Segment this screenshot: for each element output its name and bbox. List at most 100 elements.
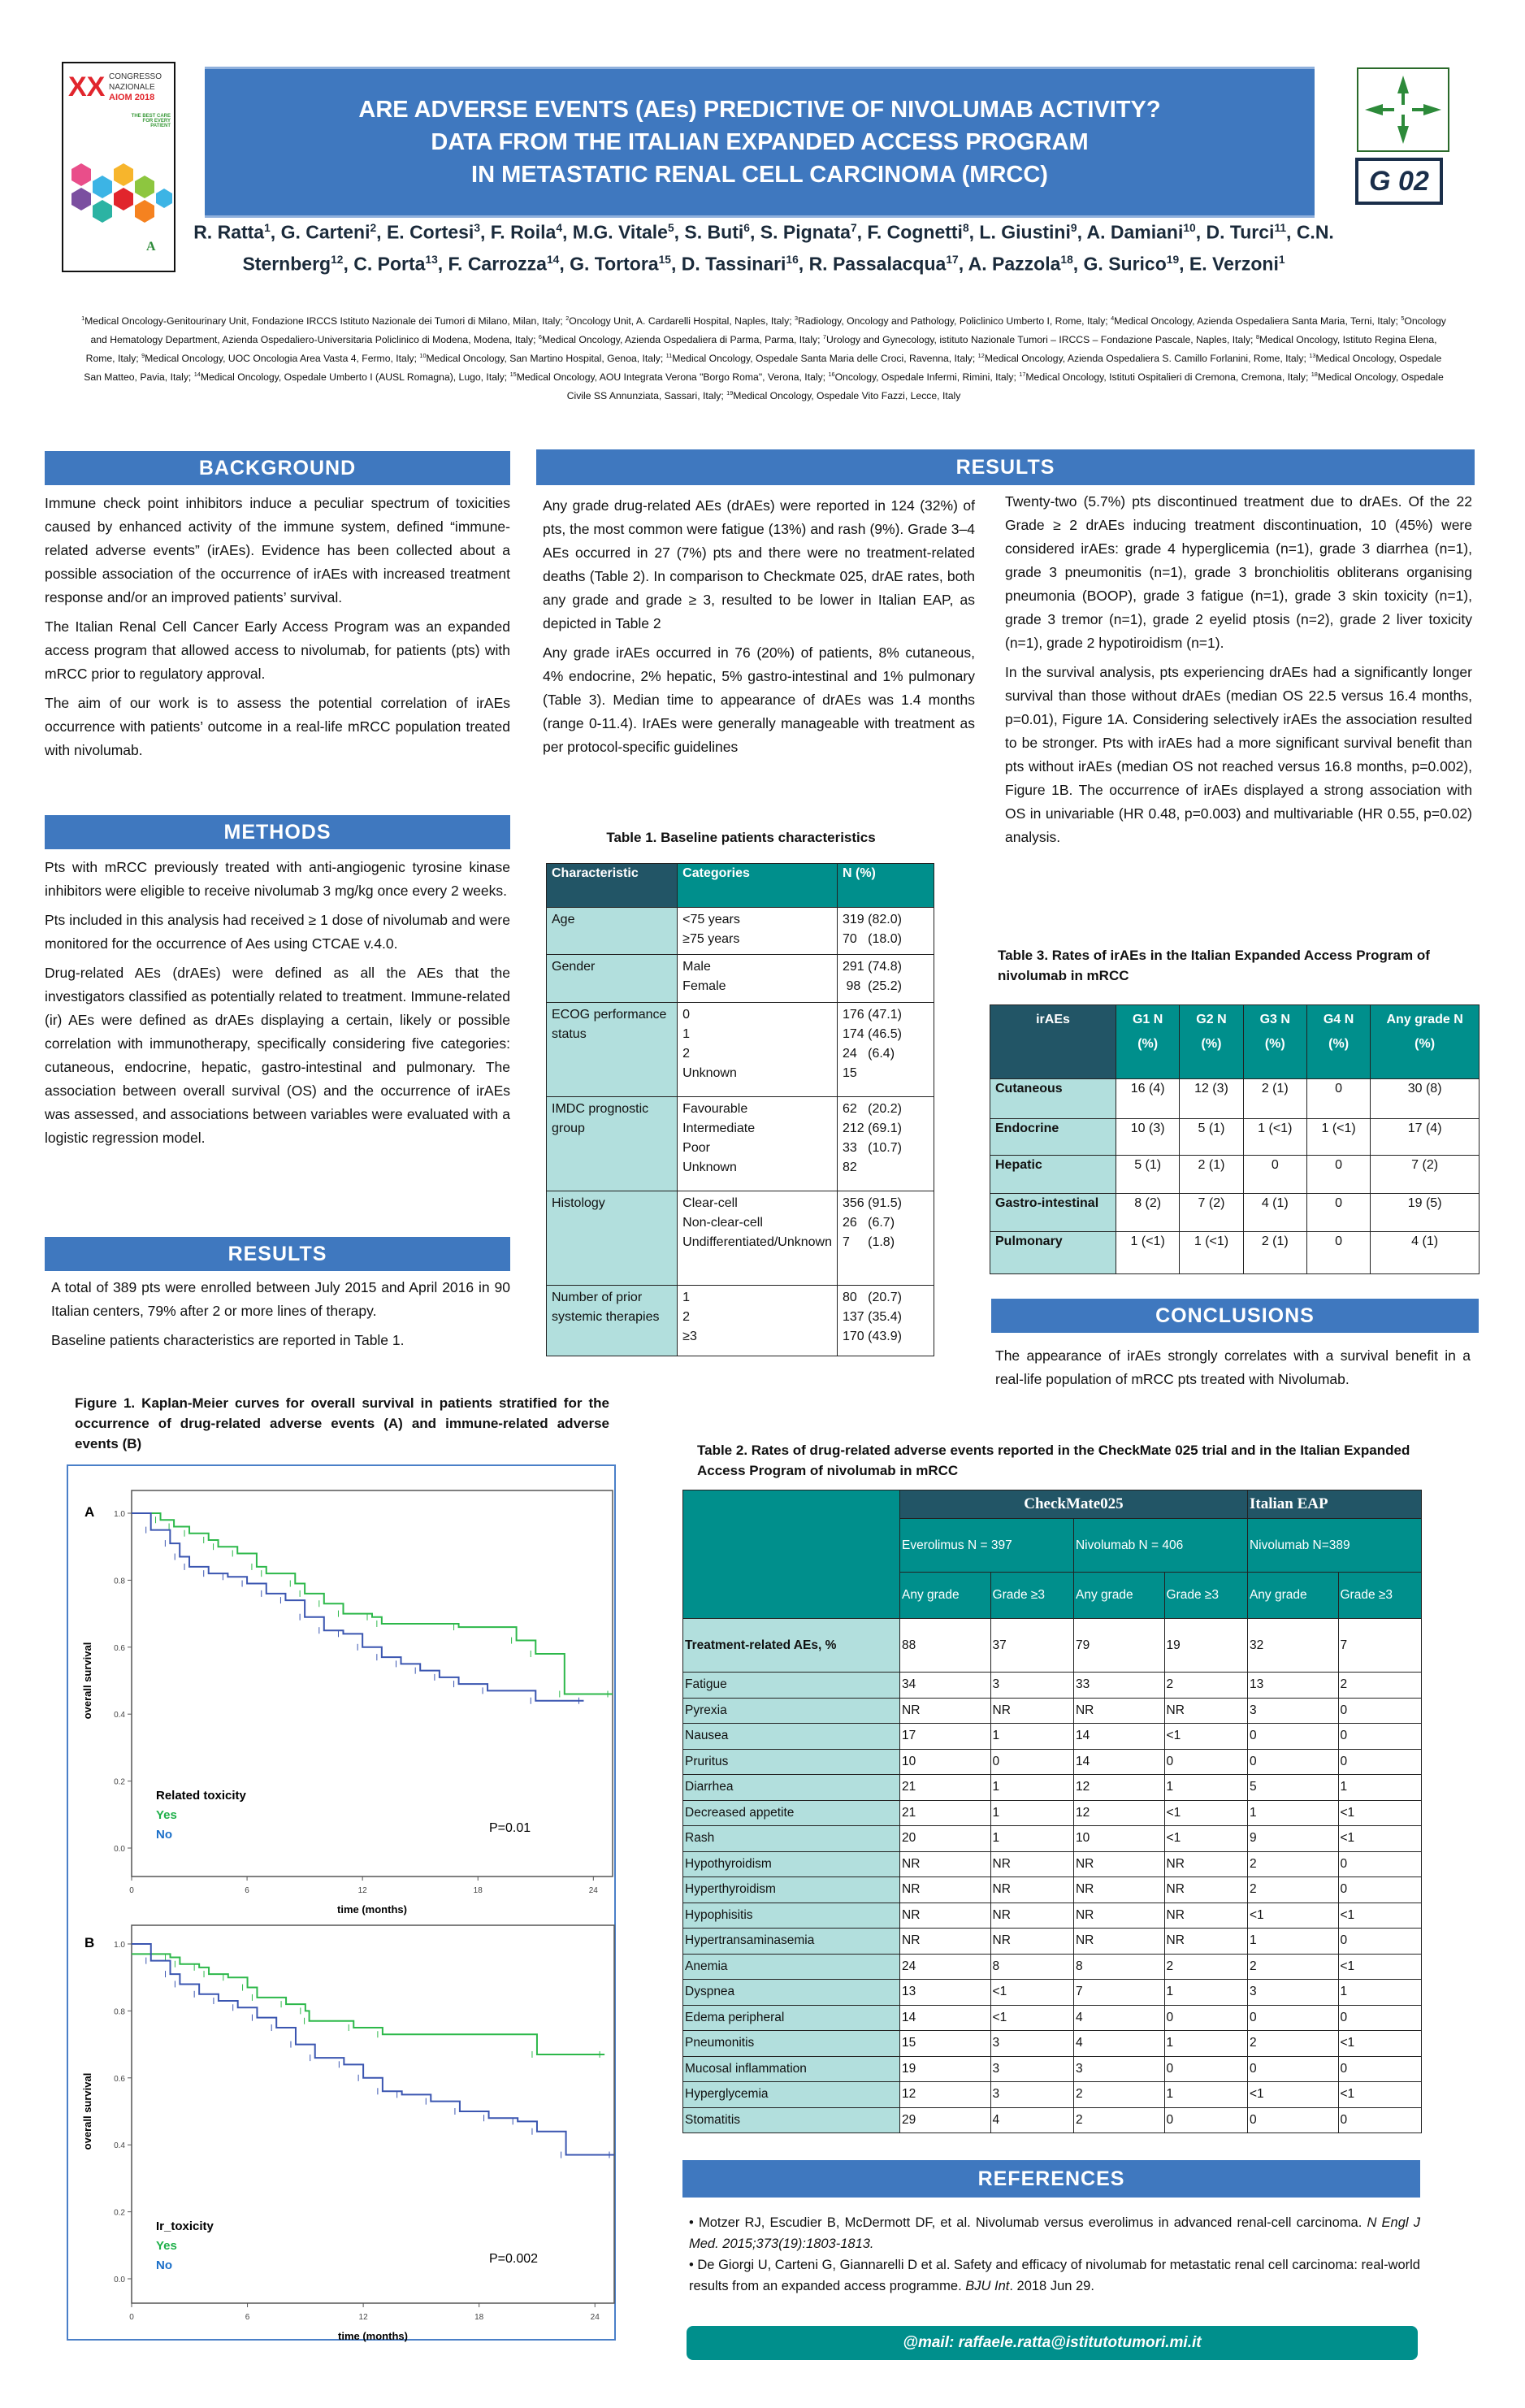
affiliation-text: Medical Oncology, Azienda Ospedaliera Sa… — [1114, 315, 1402, 328]
author-name: E. Verzoni — [1189, 253, 1279, 275]
paragraph: The aim of our work is to assess the pot… — [45, 695, 510, 758]
ae-name-cell: Decreased appetite — [682, 1799, 900, 1826]
iraes-category-cell: Hepatic — [990, 1155, 1116, 1194]
table-row: Hypophisitis NR NR NR NR <1 <1 — [682, 1902, 1422, 1929]
kaplan-meier-figure: A 0.0 0.2 0.4 0.6 0.8 1.0 0 6 12 18 24 time (months)… — [81, 1490, 615, 2342]
count-value: 15 — [843, 1066, 857, 1080]
rate-cell: 2 — [1163, 1953, 1248, 1980]
table-header-row: irAEs G1 N (%) G2 N (%) G3 N (%) G4 N (%) Any… — [990, 1004, 1480, 1079]
rate-cell: NR — [899, 1902, 991, 1929]
categories-cell: 0 1 2 Unknown — [677, 1002, 838, 1097]
author-affiliation-number: 4 — [556, 222, 562, 234]
count-value: 33 (10.7) — [843, 1141, 902, 1155]
rate-cell: 0 — [1163, 2055, 1248, 2082]
author-affiliation-number: 1 — [264, 222, 271, 234]
ae-name-cell: Diarrhea — [682, 1774, 900, 1801]
legend-entry: No — [156, 1828, 172, 1842]
rate-cell: 3 — [1246, 1979, 1339, 2006]
y-tick-label: 1.0 — [114, 1941, 125, 1950]
author-affiliation-number: 17 — [946, 253, 959, 266]
category-value: Undifferentiated/Unknown — [682, 1235, 832, 1249]
rate-cell: <1 — [1246, 2081, 1339, 2108]
grade-count-cell: 16 (4) — [1115, 1078, 1181, 1119]
grade-count-cell: 1 (<1) — [1306, 1118, 1371, 1156]
rate-cell: 14 — [899, 2004, 991, 2031]
categories-cell: Clear-cell Non-clear-cell Undifferentiated… — [677, 1191, 838, 1286]
grade-count-cell: 2 (1) — [1242, 1231, 1307, 1274]
author-name: A. Damiani — [1086, 221, 1184, 243]
table-row: Diarrhea 21 1 12 1 5 1 — [682, 1774, 1422, 1801]
table-row: Endocrine 10 (3) 5 (1) 1 (<1) 1 (<1) 17 (4) — [990, 1118, 1480, 1156]
rate-cell: <1 — [1163, 1825, 1248, 1852]
author-affiliation-number: 9 — [1070, 222, 1077, 234]
reference-journal: N Engl J Med. 2015;373(19):1803-1813. — [689, 2215, 1421, 2251]
table-row: Fatigue 34 3 33 2 13 2 — [682, 1672, 1422, 1699]
group-header: CheckMate025 — [899, 1490, 1248, 1519]
rate-cell: 3 — [990, 2081, 1074, 2108]
affiliation-number: 3 — [795, 315, 799, 322]
rate-cell: 4 — [1072, 2004, 1165, 2031]
author-affiliation-number: 2 — [370, 222, 377, 234]
author-name: C.N. Sternberg — [242, 221, 1334, 275]
km-panel-A: A 0.0 0.2 0.4 0.6 0.8 1.0 0 6 12 18 24 time (months)… — [81, 1490, 613, 1916]
x-tick-label: 12 — [359, 2313, 369, 2322]
author-name: C. Porta — [353, 253, 426, 275]
rate-cell: 3 — [1246, 1697, 1339, 1724]
affiliation-number: 11 — [665, 352, 673, 360]
rate-cell: NR — [1072, 1928, 1165, 1955]
km-curve-yes — [132, 1512, 613, 1695]
results-left-heading: RESULTS — [45, 1237, 510, 1271]
rate-cell: 1 — [990, 1825, 1074, 1852]
rate-cell: NR — [1072, 1902, 1165, 1929]
affiliation-number: 17 — [1019, 371, 1026, 379]
rate-cell: 21 — [899, 1799, 991, 1826]
grade-count-cell: 0 — [1306, 1231, 1371, 1274]
title-line-2: DATA FROM THE ITALIAN EXPANDED ACCESS PR… — [431, 129, 1089, 155]
column-header: G4 N (%) — [1306, 1004, 1371, 1079]
contact-email[interactable]: @mail: raffaele.ratta@istitutotumori.mi.… — [903, 2334, 1202, 2351]
characteristic-cell: IMDC prognostic group — [545, 1096, 678, 1191]
table-header-row: Everolimus N = 397 Nivolumab N = 406 Nivol… — [683, 1518, 1423, 1573]
characteristic-cell: Age — [545, 907, 678, 955]
rate-cell: NR — [1163, 1697, 1248, 1724]
author-name: D. Turci — [1206, 221, 1275, 243]
affiliation-text: Medical Oncology, UOC Oncologia Area Vas… — [145, 353, 420, 365]
y-axis-label: overall survival — [81, 1642, 93, 1720]
affiliation-text: Radiology, Oncology and Pathology, Polic… — [798, 315, 1111, 328]
grade-header: Any grade — [899, 1572, 991, 1619]
rate-cell: 3 — [1072, 2055, 1165, 2082]
ae-name-cell: Hyperthyroidism — [682, 1877, 900, 1903]
rate-cell: 2 — [1246, 1850, 1339, 1877]
grade-count-cell: 5 (1) — [1115, 1155, 1181, 1194]
rate-cell: 3 — [990, 1672, 1074, 1699]
rate-cell: 14 — [1072, 1723, 1165, 1750]
rate-cell: 2 — [1337, 1672, 1422, 1699]
rate-cell: 0 — [1246, 2055, 1339, 2082]
x-axis-label: time (months) — [338, 2330, 408, 2342]
category-value: 0 — [682, 1008, 691, 1022]
count-value: 356 (91.5) — [843, 1196, 902, 1210]
affiliation-text: Oncology Unit, A. Cardarelli Hospital, N… — [569, 315, 795, 328]
rate-cell: NR — [899, 1928, 991, 1955]
table-row: Decreased appetite 21 1 12 <1 1 <1 — [682, 1799, 1422, 1826]
rate-cell: 12 — [1072, 1774, 1165, 1801]
affiliation-text: Medical Oncology, Istituto Regina Elena,… — [85, 334, 1437, 365]
ae-name-cell: Hyperglycemia — [682, 2081, 900, 2108]
rate-cell: 7 — [1072, 1979, 1165, 2006]
grade-count-cell: 4 (1) — [1370, 1231, 1480, 1274]
rate-cell: 17 — [899, 1723, 991, 1750]
rate-cell: 34 — [899, 1672, 991, 1699]
rate-cell: 8 — [990, 1953, 1074, 1980]
ae-name-cell: Stomatitis — [682, 2106, 900, 2133]
category-value: 2 — [682, 1047, 691, 1061]
author-name: G. Tortora — [570, 253, 659, 275]
rate-cell: <1 — [1337, 1799, 1422, 1826]
grade-count-cell: 30 (8) — [1370, 1078, 1480, 1119]
author-affiliation-number: 14 — [546, 253, 560, 266]
rate-cell: 19 — [899, 2055, 991, 2082]
rate-cell: NR — [1163, 1877, 1248, 1903]
rate-cell: 7 — [1337, 1618, 1422, 1673]
paragraph: Pts included in this analysis had receiv… — [45, 912, 510, 952]
poster-title-banner: ARE ADVERSE EVENTS (AEs) PREDICTIVE OF N… — [205, 67, 1315, 218]
rate-cell: 0 — [1337, 1748, 1422, 1775]
